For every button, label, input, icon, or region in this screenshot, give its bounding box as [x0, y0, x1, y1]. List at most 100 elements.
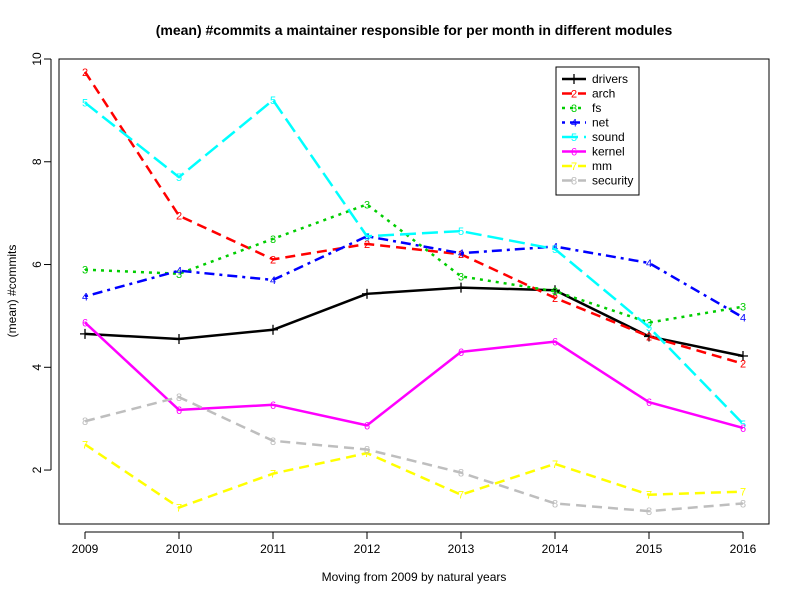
point-sound: 5 — [740, 419, 746, 431]
series-security: 8 8 8 8 8 8 8 8 — [82, 392, 746, 518]
y-tick-label: 10 — [30, 52, 44, 66]
y-axis: 2 4 6 8 10 — [30, 52, 52, 473]
point-security: 8 — [364, 444, 370, 456]
point-kernel: 6 — [646, 397, 652, 409]
point-mm: 7 — [552, 459, 558, 471]
point-net: 4 — [740, 312, 746, 324]
point-security: 8 — [82, 416, 88, 428]
legend-box — [555, 66, 640, 196]
point-arch: 2 — [364, 239, 370, 251]
legend-label-drivers: drivers — [592, 72, 628, 86]
point-kernel: 6 — [176, 405, 182, 417]
x-tick-label: 2011 — [260, 542, 286, 556]
point-net: 4 — [552, 242, 558, 254]
legend-label-fs: fs — [592, 101, 601, 115]
series-line-arch — [83, 71, 744, 365]
series-arch: 2 2 2 2 2 2 2 2 — [82, 67, 746, 371]
point-fs: 3 — [364, 199, 370, 211]
point-arch: 2 — [82, 67, 88, 79]
legend-label-arch: arch — [592, 87, 615, 101]
series-line-sound — [84, 98, 744, 425]
chart-title: (mean) #commits a maintainer responsible… — [156, 22, 673, 38]
point-arch: 2 — [740, 359, 746, 371]
series-kernel: 6 6 6 6 6 6 6 6 — [82, 318, 746, 435]
legend-label-net: net — [592, 116, 609, 130]
y-tick-label: 2 — [30, 466, 44, 473]
point-mm: 7 — [364, 448, 370, 460]
point-arch: 2 — [552, 293, 558, 305]
y-tick-label: 8 — [30, 158, 44, 165]
legend-label-security: security — [592, 174, 633, 188]
y-tick-label: 4 — [30, 364, 44, 371]
x-axis-label: Moving from 2009 by natural years — [322, 570, 507, 584]
point-fs: 3 — [270, 234, 276, 246]
point-net: 4 — [646, 258, 652, 270]
point-security: 8 — [740, 498, 746, 510]
point-net: 4 — [82, 291, 88, 303]
point-sound: 5 — [364, 231, 370, 243]
point-kernel: 6 — [270, 400, 276, 412]
point-kernel: 6 — [82, 318, 88, 330]
point-net: 4 — [176, 266, 182, 278]
series-line-drivers — [84, 286, 744, 358]
x-tick-label: 2010 — [166, 542, 193, 556]
legend-marker-arch: 2 — [571, 89, 577, 101]
x-axis: 2009 2010 2011 2012 2013 2014 2015 2016 — [72, 531, 757, 556]
x-tick-label: 2009 — [72, 542, 99, 556]
point-security: 8 — [552, 498, 558, 510]
x-tick-label: 2016 — [730, 542, 757, 556]
point-security: 8 — [176, 392, 182, 404]
x-tick-label: 2012 — [354, 542, 381, 556]
x-tick-label: 2013 — [448, 542, 475, 556]
point-sound: 5 — [176, 172, 182, 184]
legend-marker-sound: 5 — [571, 132, 577, 144]
point-net: 4 — [458, 248, 464, 260]
x-tick-label: 2014 — [542, 542, 569, 556]
plot-frame — [58, 58, 770, 525]
point-net: 4 — [270, 275, 276, 287]
series-fs: 3 3 3 3 3 3 3 3 — [82, 199, 746, 329]
y-axis-label: (mean) #commits — [5, 245, 19, 338]
point-kernel: 6 — [552, 337, 558, 349]
point-security: 8 — [458, 468, 464, 480]
legend-marker-kernel: 6 — [571, 147, 577, 159]
point-security: 8 — [646, 506, 652, 518]
point-mm: 7 — [458, 490, 464, 502]
point-fs: 3 — [82, 265, 88, 277]
point-mm: 7 — [740, 487, 746, 499]
point-fs: 3 — [740, 302, 746, 314]
point-kernel: 6 — [740, 423, 746, 435]
point-fs: 3 — [458, 271, 464, 283]
point-mm: 7 — [82, 439, 88, 451]
point-mm: 7 — [176, 503, 182, 515]
point-sound: 5 — [82, 98, 88, 110]
legend-marker-security: 8 — [571, 176, 577, 188]
point-kernel: 6 — [458, 347, 464, 359]
series-line-fs — [84, 203, 744, 324]
series-line-net — [84, 235, 744, 319]
series-line-kernel — [84, 321, 744, 430]
point-fs: 3 — [646, 318, 652, 330]
legend-label-kernel: kernel — [592, 145, 625, 159]
legend-label-sound: sound — [592, 130, 625, 144]
point-mm: 7 — [646, 490, 652, 502]
point-arch: 2 — [176, 211, 182, 223]
legend-marker-fs: 3 — [571, 103, 577, 115]
series-mm: 7 7 7 7 7 7 7 7 — [82, 439, 746, 514]
point-mm: 7 — [270, 469, 276, 481]
x-tick-label: 2015 — [636, 542, 663, 556]
point-sound: 5 — [646, 322, 652, 334]
y-tick-label: 6 — [30, 261, 44, 268]
point-security: 8 — [270, 436, 276, 448]
point-fs: 3 — [552, 286, 558, 298]
legend-marker-net: 4 — [571, 118, 577, 130]
legend: drivers 2 arch 3 fs 4 net 5 sound 6 kernel 7 mm 8 secu… — [555, 66, 640, 196]
point-fs: 3 — [176, 269, 182, 281]
series-sound: 5 5 5 5 5 5 5 5 — [82, 95, 746, 431]
point-arch: 2 — [646, 331, 652, 343]
point-arch: 2 — [270, 254, 276, 266]
series-drivers — [80, 282, 748, 361]
point-sound: 5 — [458, 226, 464, 238]
